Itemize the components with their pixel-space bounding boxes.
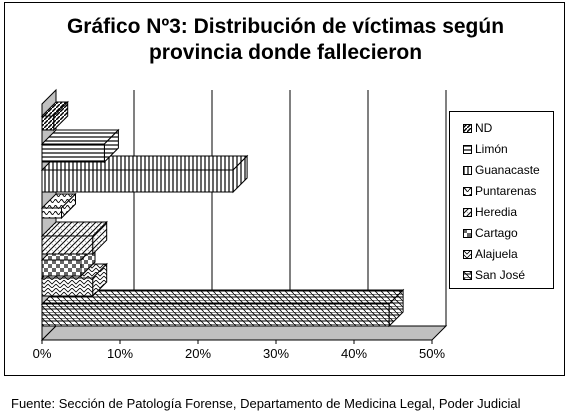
legend-swatch [463,270,472,280]
bar-san-jos- [40,288,405,328]
legend-item: ND [463,118,492,138]
legend-item: Heredia [463,202,517,222]
legend-item: Alajuela [463,244,518,264]
chart-title: Gráfico Nº3: Distribución de víctimas se… [0,14,571,66]
legend-swatch [463,123,472,133]
x-tick-label: 30% [263,346,289,361]
legend-item: Puntarenas [463,181,536,201]
x-tick-label: 40% [341,346,367,361]
legend-swatch [463,165,472,175]
legend-item: Guanacaste [463,160,540,180]
chart-title-line-1: Gráfico Nº3: Distribución de víctimas se… [66,15,505,38]
legend-item: Cartago [463,223,518,243]
legend-label: Puntarenas [475,184,537,198]
legend-label: San José [475,268,526,282]
legend-swatch [463,249,472,259]
source-note: Fuente: Sección de Patología Forense, De… [11,396,521,411]
bar-heredia [40,220,108,256]
x-tick-label: 50% [419,346,445,361]
legend-item: San José [463,265,525,285]
legend-label: Cartago [475,226,518,240]
x-tick-label: 20% [185,346,211,361]
x-tick-label: 10% [107,346,133,361]
bar-guanacaste [40,154,249,194]
legend-label: Heredia [475,205,518,219]
bar-puntarenas [40,192,77,220]
legend-label: Alajuela [475,247,518,261]
legend-label: Limón [475,142,508,156]
legend-swatch [463,207,472,217]
legend-swatch [463,144,472,154]
legend-item: Limón [463,139,508,159]
x-tick-label: 0% [33,346,52,361]
legend-label: Guanacaste [475,163,540,177]
legend-label: ND [475,121,493,135]
chart-title-line-2: provincia donde fallecieron [148,41,423,64]
legend-swatch [463,228,472,238]
chart-legend: ND Limón Guanacaste Puntarenas Heredia Cartag… [449,111,554,289]
floor [40,325,448,341]
legend-swatch [463,186,472,196]
bar-nd [40,100,69,132]
bar-lim-n [40,128,120,164]
